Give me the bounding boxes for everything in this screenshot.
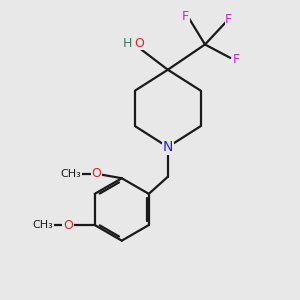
Text: H: H [122, 37, 132, 50]
Text: F: F [182, 10, 189, 23]
Text: F: F [232, 53, 240, 66]
Text: CH₃: CH₃ [32, 220, 53, 230]
Text: O: O [135, 37, 145, 50]
Text: CH₃: CH₃ [61, 169, 82, 179]
Text: O: O [92, 167, 101, 180]
Text: F: F [225, 13, 232, 26]
Text: N: N [163, 140, 173, 154]
Text: O: O [63, 218, 73, 232]
